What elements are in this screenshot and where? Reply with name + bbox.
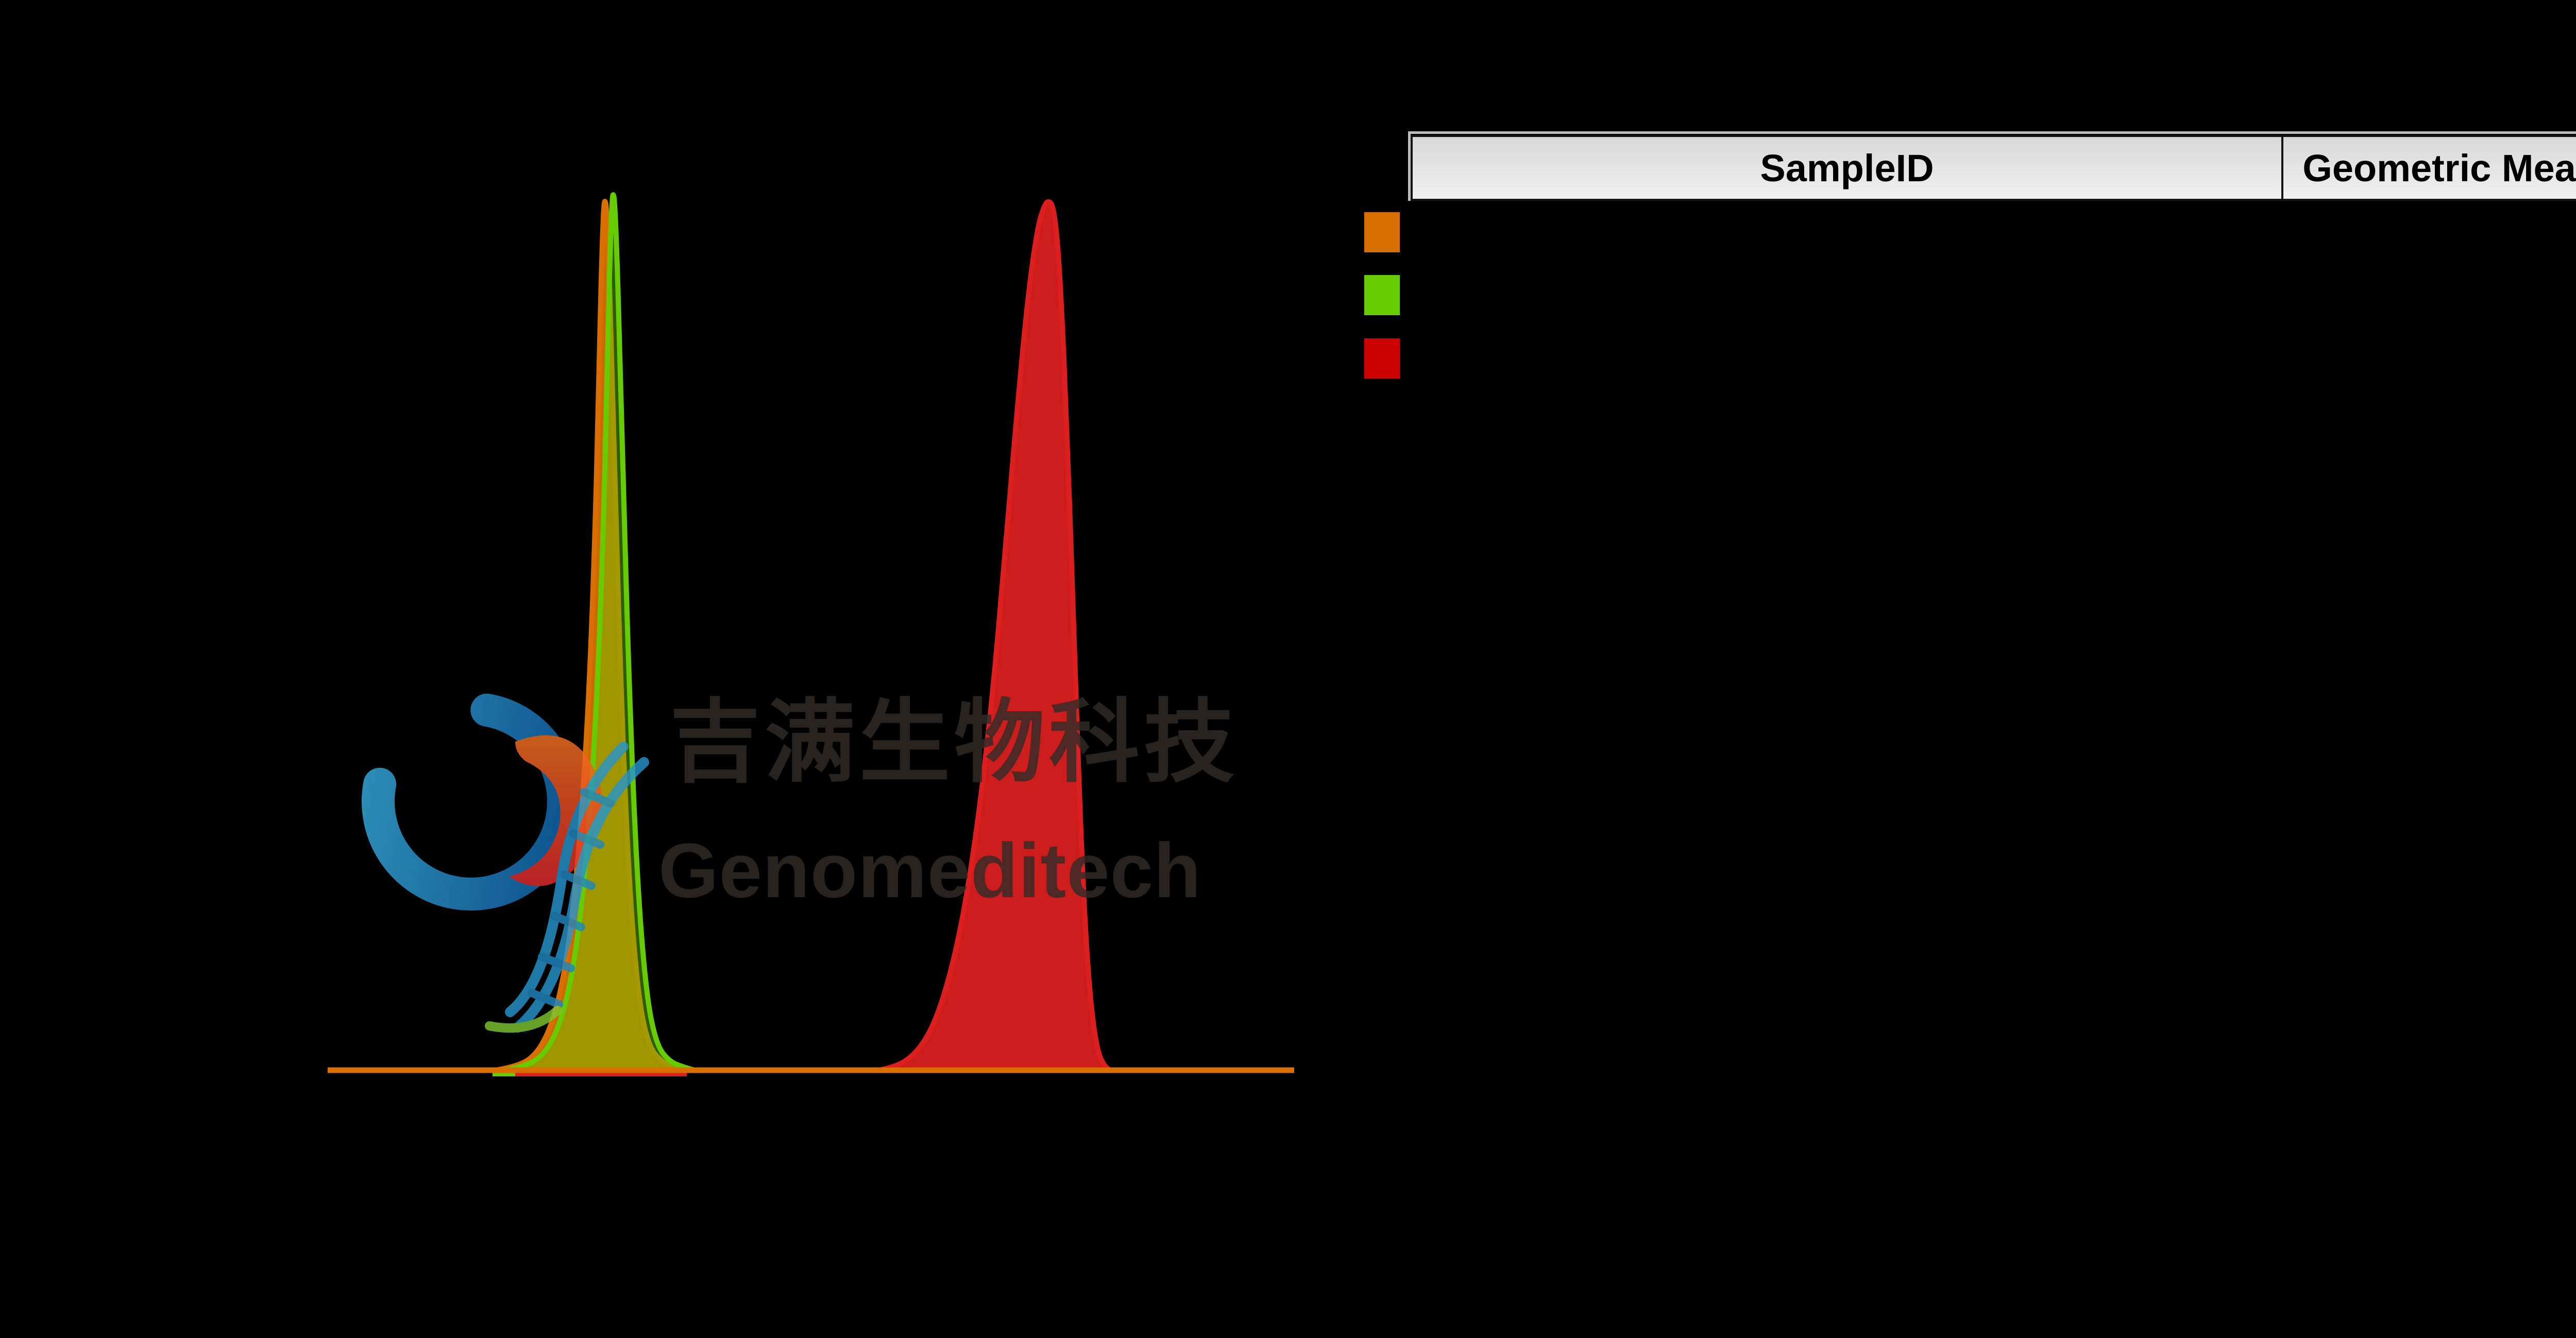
legend-swatch-green xyxy=(1364,275,1400,315)
table-row xyxy=(1411,327,2576,389)
histogram-curves xyxy=(492,192,1112,1073)
sample-red-area xyxy=(877,201,1110,1071)
table-left-accent-line xyxy=(1408,134,1411,201)
legend-swatch-red xyxy=(1364,338,1400,379)
dna-rungs xyxy=(528,788,615,1008)
sample-red-outline xyxy=(876,199,1112,1073)
logo-leaf xyxy=(485,1006,562,1033)
watermark-latin-text: Genomeditech xyxy=(658,827,1201,914)
column-header-sample-id: SampleID xyxy=(1413,137,2283,199)
legend-swatch-orange xyxy=(1364,212,1400,252)
sample-green-area xyxy=(500,195,697,1071)
sample-orange-area xyxy=(492,201,689,1071)
axis-baseline-group xyxy=(328,1067,1294,1076)
dna-strand-left xyxy=(505,742,629,1017)
column-header-geometric-mean: Geometric Mean : RL1-H xyxy=(2302,146,2576,190)
watermark: 吉满生物科技 Genomeditech xyxy=(362,690,1239,1033)
watermark-cjk-text: 吉满生物科技 xyxy=(670,690,1239,795)
table-row xyxy=(1411,264,2576,327)
logo-comma xyxy=(509,735,603,886)
table-row xyxy=(1411,201,2576,264)
table-top-accent-line xyxy=(1408,131,2576,134)
stats-table-header: SampleID Geometric Mean : RL1-H xyxy=(1411,135,2576,201)
sample-green-outline xyxy=(500,192,698,1073)
